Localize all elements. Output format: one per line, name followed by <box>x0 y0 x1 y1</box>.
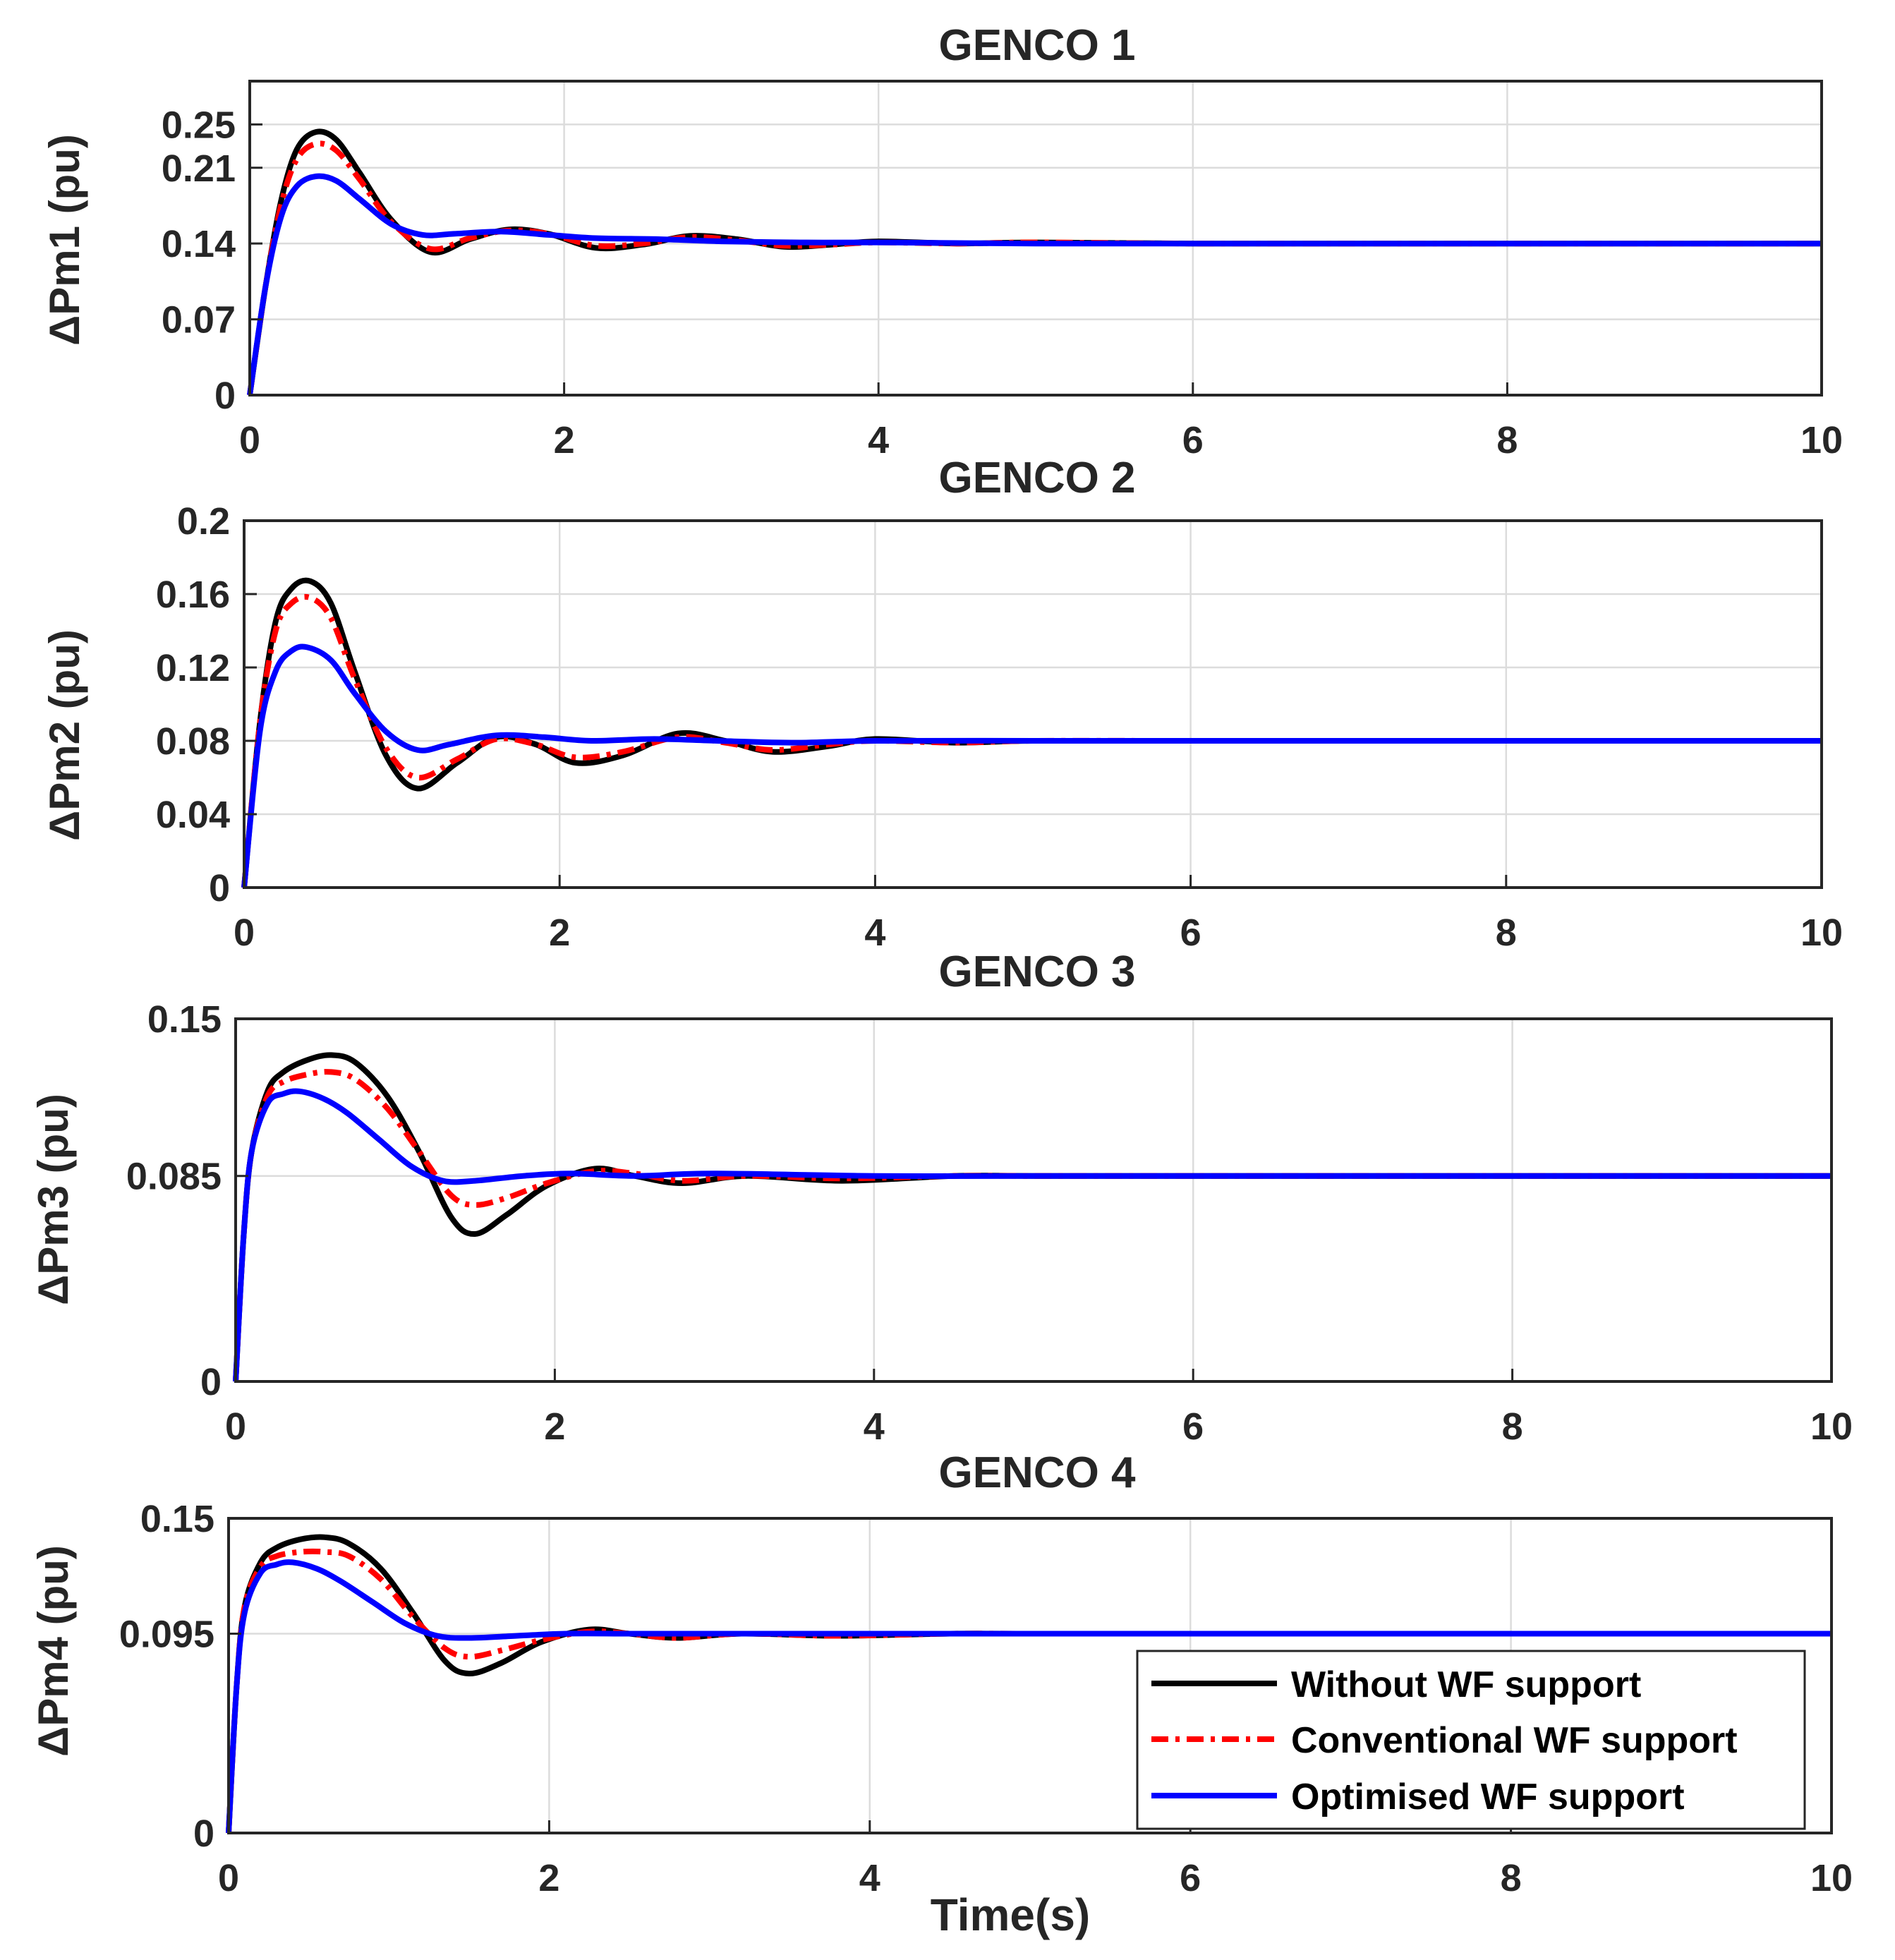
y-tick-label: 0 <box>214 375 236 417</box>
y-tick-label: 0 <box>209 867 230 909</box>
series-lines <box>247 128 1822 396</box>
y-tick-label: 0.04 <box>156 794 230 836</box>
x-tick-label: 4 <box>864 912 885 954</box>
plot-frame <box>248 80 1823 397</box>
panel-genco-1: GENCO 1 ΔPm1 (pu) 0 2 4 6 8 10 0 0.07 0.14 0.210.… <box>41 21 1843 461</box>
y-tick-label: 0.15 <box>147 998 222 1041</box>
y-tick-label: 0 <box>193 1813 214 1855</box>
plot-area <box>248 80 1823 397</box>
y-axis-label: ΔPm4 (pu) <box>30 1545 77 1757</box>
series-lines <box>233 1052 1832 1382</box>
x-tick-label: 0 <box>225 1405 246 1448</box>
x-tick-label: 6 <box>1180 912 1201 954</box>
series-line-optimised-wf-support <box>233 1088 1832 1382</box>
x-tick-label: 0 <box>234 912 255 954</box>
x-axis-label: Time(s) <box>931 1889 1090 1940</box>
x-tick-label: 4 <box>868 419 889 461</box>
x-tick-label: 10 <box>1810 1857 1853 1899</box>
x-tick-label: 10 <box>1810 1405 1853 1448</box>
panel-title: GENCO 1 <box>938 21 1135 70</box>
series-lines <box>226 1534 1832 1834</box>
legend: Without WF support Conventional WF suppo… <box>1136 1650 1806 1830</box>
y-tick-label: 0.16 <box>156 574 230 616</box>
series-line-conventional-wf-support <box>247 140 1822 396</box>
plot-frame <box>243 519 1823 889</box>
panel-genco-2: GENCO 2 ΔPm2 (pu) 0 2 4 6 8 10 0 0.04 0.08 0.12 0.… <box>41 454 1843 954</box>
x-tick-label: 8 <box>1496 912 1517 954</box>
y-tick-label: 0.2 <box>177 500 230 543</box>
axis-ticks: 0 2 4 6 8 10 0 0.04 0.08 0.12 0.16 0.2 <box>156 500 1843 954</box>
y-tick-label: 0.25 <box>162 104 236 146</box>
y-tick-label: 0.12 <box>156 647 230 689</box>
y-tick-label: 0.15 <box>140 1498 214 1540</box>
y-tick-label: 0.08 <box>156 720 230 763</box>
plot-frame <box>227 1517 1833 1834</box>
x-tick-label: 6 <box>1180 1857 1201 1899</box>
x-tick-label: 8 <box>1496 419 1518 461</box>
legend-label-without: Without WF support <box>1291 1664 1641 1705</box>
series-line-optimised-wf-support <box>226 1559 1832 1834</box>
x-tick-label: 6 <box>1182 419 1204 461</box>
x-tick-label: 10 <box>1800 419 1843 461</box>
y-tick-label: 0.095 <box>119 1614 214 1656</box>
plot-area <box>234 1017 1833 1383</box>
x-tick-label: 4 <box>859 1857 880 1899</box>
series-line-optimised-wf-support <box>241 643 1822 888</box>
axis-ticks: 0 2 4 6 8 10 0 0.07 0.14 0.210.25 <box>162 104 1843 461</box>
legend-label-optimised: Optimised WF support <box>1291 1777 1685 1817</box>
axis-ticks: 0 2 4 6 8 10 0 0.095 0.15 <box>119 1498 1853 1899</box>
axis-ticks: 0 2 4 6 8 10 0 0.085 0.15 <box>126 998 1853 1448</box>
plot-frame <box>234 1017 1833 1383</box>
panel-title: GENCO 3 <box>938 948 1135 996</box>
y-tick-label: 0.21 <box>162 147 236 190</box>
panel-title: GENCO 4 <box>938 1448 1136 1497</box>
x-tick-label: 2 <box>549 912 570 954</box>
x-tick-label: 0 <box>239 419 260 461</box>
x-tick-label: 2 <box>554 419 575 461</box>
plot-area <box>243 519 1823 889</box>
panel-genco-3: GENCO 3 ΔPm3 (pu) 0 2 4 6 8 10 0 0.085 0.15 <box>30 948 1853 1448</box>
x-tick-label: 8 <box>1501 1857 1522 1899</box>
panel-title: GENCO 2 <box>938 454 1135 502</box>
y-tick-label: 0 <box>200 1361 222 1403</box>
y-tick-label: 0.14 <box>162 223 236 265</box>
y-axis-label: ΔPm2 (pu) <box>41 629 88 841</box>
x-tick-label: 6 <box>1182 1405 1204 1448</box>
x-tick-label: 8 <box>1502 1405 1523 1448</box>
y-tick-label: 0.07 <box>162 299 236 341</box>
series-lines <box>241 577 1822 888</box>
x-tick-label: 10 <box>1800 912 1843 954</box>
y-axis-label: ΔPm1 (pu) <box>41 134 88 346</box>
x-tick-label: 0 <box>218 1857 239 1899</box>
x-tick-label: 2 <box>544 1405 565 1448</box>
x-tick-label: 4 <box>864 1405 885 1448</box>
legend-label-conventional: Conventional WF support <box>1291 1720 1738 1761</box>
series-line-optimised-wf-support <box>247 173 1822 396</box>
y-axis-label: ΔPm3 (pu) <box>30 1094 77 1305</box>
x-tick-label: 2 <box>538 1857 559 1899</box>
y-tick-label: 0.085 <box>126 1156 222 1198</box>
